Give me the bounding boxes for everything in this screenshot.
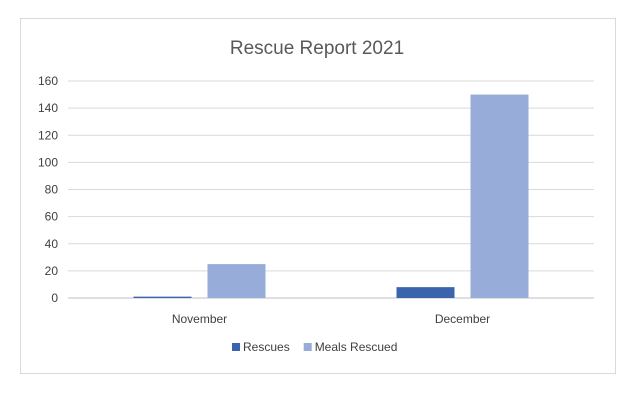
legend-label: Rescues: [243, 340, 290, 354]
y-tick-label: 60: [45, 210, 59, 224]
y-tick-label: 160: [38, 74, 58, 88]
x-tick-label: December: [435, 312, 490, 326]
bar-meals-rescued-november: [207, 264, 266, 298]
bar-rescues-december: [396, 287, 455, 298]
legend: Rescues Meals Rescued: [232, 340, 397, 354]
chart-title: Rescue Report 2021: [230, 38, 404, 59]
legend-label: Meals Rescued: [315, 340, 398, 354]
x-axis: November December: [172, 312, 490, 326]
y-tick-label: 120: [38, 128, 58, 142]
y-tick-label: 0: [51, 291, 58, 305]
bar-meals-rescued-december: [470, 94, 529, 298]
legend-swatch-meals-rescued: [303, 343, 312, 351]
legend-swatch-rescues: [232, 343, 240, 351]
y-axis: 0 20 40 60 80 100 120 140 160: [38, 74, 58, 305]
y-tick-label: 80: [45, 183, 59, 197]
y-tick-label: 20: [45, 264, 59, 278]
bars: [133, 94, 529, 298]
x-tick-label: November: [172, 312, 227, 326]
bar-rescues-november: [133, 296, 192, 298]
y-tick-label: 40: [45, 237, 59, 251]
y-tick-label: 140: [38, 101, 58, 115]
y-tick-label: 100: [38, 155, 58, 169]
